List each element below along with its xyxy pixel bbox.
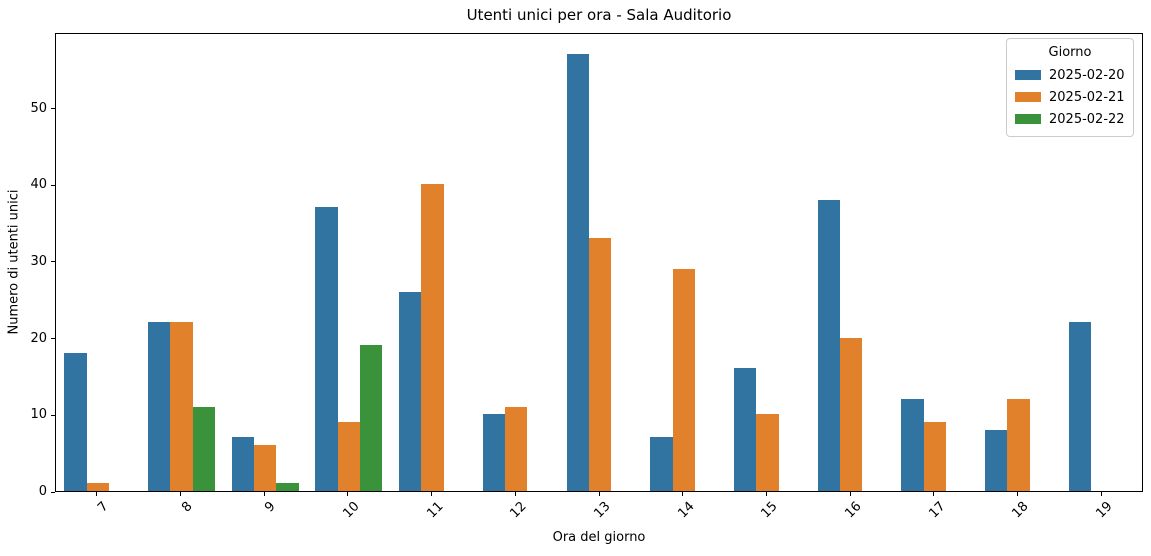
bar-2025-02-20-h9: [231, 437, 255, 491]
bar-2025-02-21-h16: [839, 337, 863, 491]
x-tick-label: 17: [926, 499, 949, 522]
legend-rows: 2025-02-20 2025-02-21 2025-02-22: [1015, 64, 1125, 130]
chart-title: Utenti unici per ora - Sala Auditorio: [466, 6, 732, 24]
bar-2025-02-22-h10: [360, 345, 383, 491]
bar-2025-02-21-h9: [254, 445, 277, 491]
bar-2025-02-21-h15: [756, 414, 779, 491]
legend-row-2025-02-22: 2025-02-22: [1015, 108, 1125, 130]
legend-label: 2025-02-22: [1049, 111, 1125, 127]
x-tick-label: 8: [178, 499, 196, 516]
legend-label: 2025-02-21: [1049, 89, 1125, 105]
x-tick-mark: [180, 492, 182, 496]
y-tick-mark: [51, 261, 55, 263]
bar-2025-02-22-h9: [276, 483, 299, 491]
bar-2025-02-20-h19: [1068, 322, 1091, 491]
x-tick-mark: [933, 492, 935, 496]
y-tick-label: 40: [30, 177, 47, 193]
y-tick-label: 20: [30, 330, 47, 346]
y-tick-mark: [51, 414, 55, 416]
x-tick-label: 7: [94, 499, 112, 516]
legend-swatch-icon: [1015, 70, 1041, 80]
bar-2025-02-21-h10: [337, 421, 361, 491]
y-tick-label: 0: [38, 484, 47, 499]
bar-2025-02-20-h15: [733, 368, 757, 491]
legend-title: Giorno: [1048, 45, 1092, 60]
bar-2025-02-20-h12: [482, 414, 506, 491]
bar-2025-02-21-h17: [923, 421, 946, 491]
legend: Giorno 2025-02-20 2025-02-21 2025-02-22: [1006, 38, 1134, 137]
bar-2025-02-20-h7: [64, 352, 87, 491]
x-tick-label: 9: [262, 499, 279, 516]
bar-2025-02-21-h12: [505, 406, 528, 491]
x-tick-label: 10: [340, 499, 363, 522]
x-tick-mark: [514, 492, 516, 496]
legend-swatch-icon: [1015, 114, 1041, 124]
y-tick-mark: [51, 184, 55, 186]
y-tick-mark: [51, 108, 55, 110]
x-tick-mark: [1016, 492, 1018, 496]
legend-label: 2025-02-20: [1049, 67, 1125, 83]
x-tick-mark: [849, 492, 851, 496]
x-axis-label: Ora del giorno: [552, 530, 646, 545]
bar-2025-02-21-h11: [421, 184, 444, 491]
plot-area: [55, 33, 1143, 492]
x-tick-mark: [765, 492, 767, 496]
x-tick-label: 19: [1093, 499, 1116, 522]
bar-2025-02-20-h11: [399, 291, 422, 491]
y-tick-label: 30: [30, 253, 47, 269]
bar-2025-02-20-h16: [817, 199, 840, 491]
bar-2025-02-20-h8: [148, 322, 171, 491]
bar-2025-02-20-h17: [901, 398, 924, 491]
y-tick-label: 10: [30, 407, 47, 423]
x-tick-mark: [1100, 492, 1102, 496]
x-tick-label: 13: [591, 499, 614, 522]
bar-2025-02-21-h7: [86, 483, 109, 491]
bar-2025-02-21-h18: [1007, 398, 1030, 491]
bar-2025-02-22-h8: [192, 406, 215, 491]
x-tick-label: 15: [758, 499, 781, 522]
bar-2025-02-20-h10: [315, 207, 338, 491]
x-tick-mark: [263, 492, 265, 496]
x-tick-label: 18: [1009, 499, 1033, 522]
x-tick-mark: [682, 492, 684, 496]
legend-swatch-icon: [1015, 92, 1041, 102]
y-tick-mark: [51, 338, 55, 340]
bar-2025-02-21-h13: [588, 237, 612, 491]
legend-row-2025-02-20: 2025-02-20: [1015, 64, 1125, 86]
bar-2025-02-20-h14: [650, 437, 673, 491]
x-tick-label: 12: [507, 499, 530, 522]
y-tick-mark: [51, 491, 55, 493]
x-tick-mark: [347, 492, 349, 496]
bar-2025-02-21-h14: [672, 268, 695, 491]
x-tick-mark: [598, 492, 600, 496]
bar-2025-02-20-h18: [984, 429, 1008, 491]
bar-2025-02-20-h13: [566, 53, 589, 491]
x-tick-mark: [96, 492, 98, 496]
x-tick-label: 11: [423, 499, 447, 522]
y-tick-label: 50: [30, 100, 47, 116]
x-tick-mark: [431, 492, 433, 496]
legend-row-2025-02-21: 2025-02-21: [1015, 86, 1125, 108]
x-tick-label: 16: [842, 499, 865, 522]
bar-2025-02-21-h8: [170, 322, 193, 491]
x-tick-label: 14: [674, 499, 698, 522]
